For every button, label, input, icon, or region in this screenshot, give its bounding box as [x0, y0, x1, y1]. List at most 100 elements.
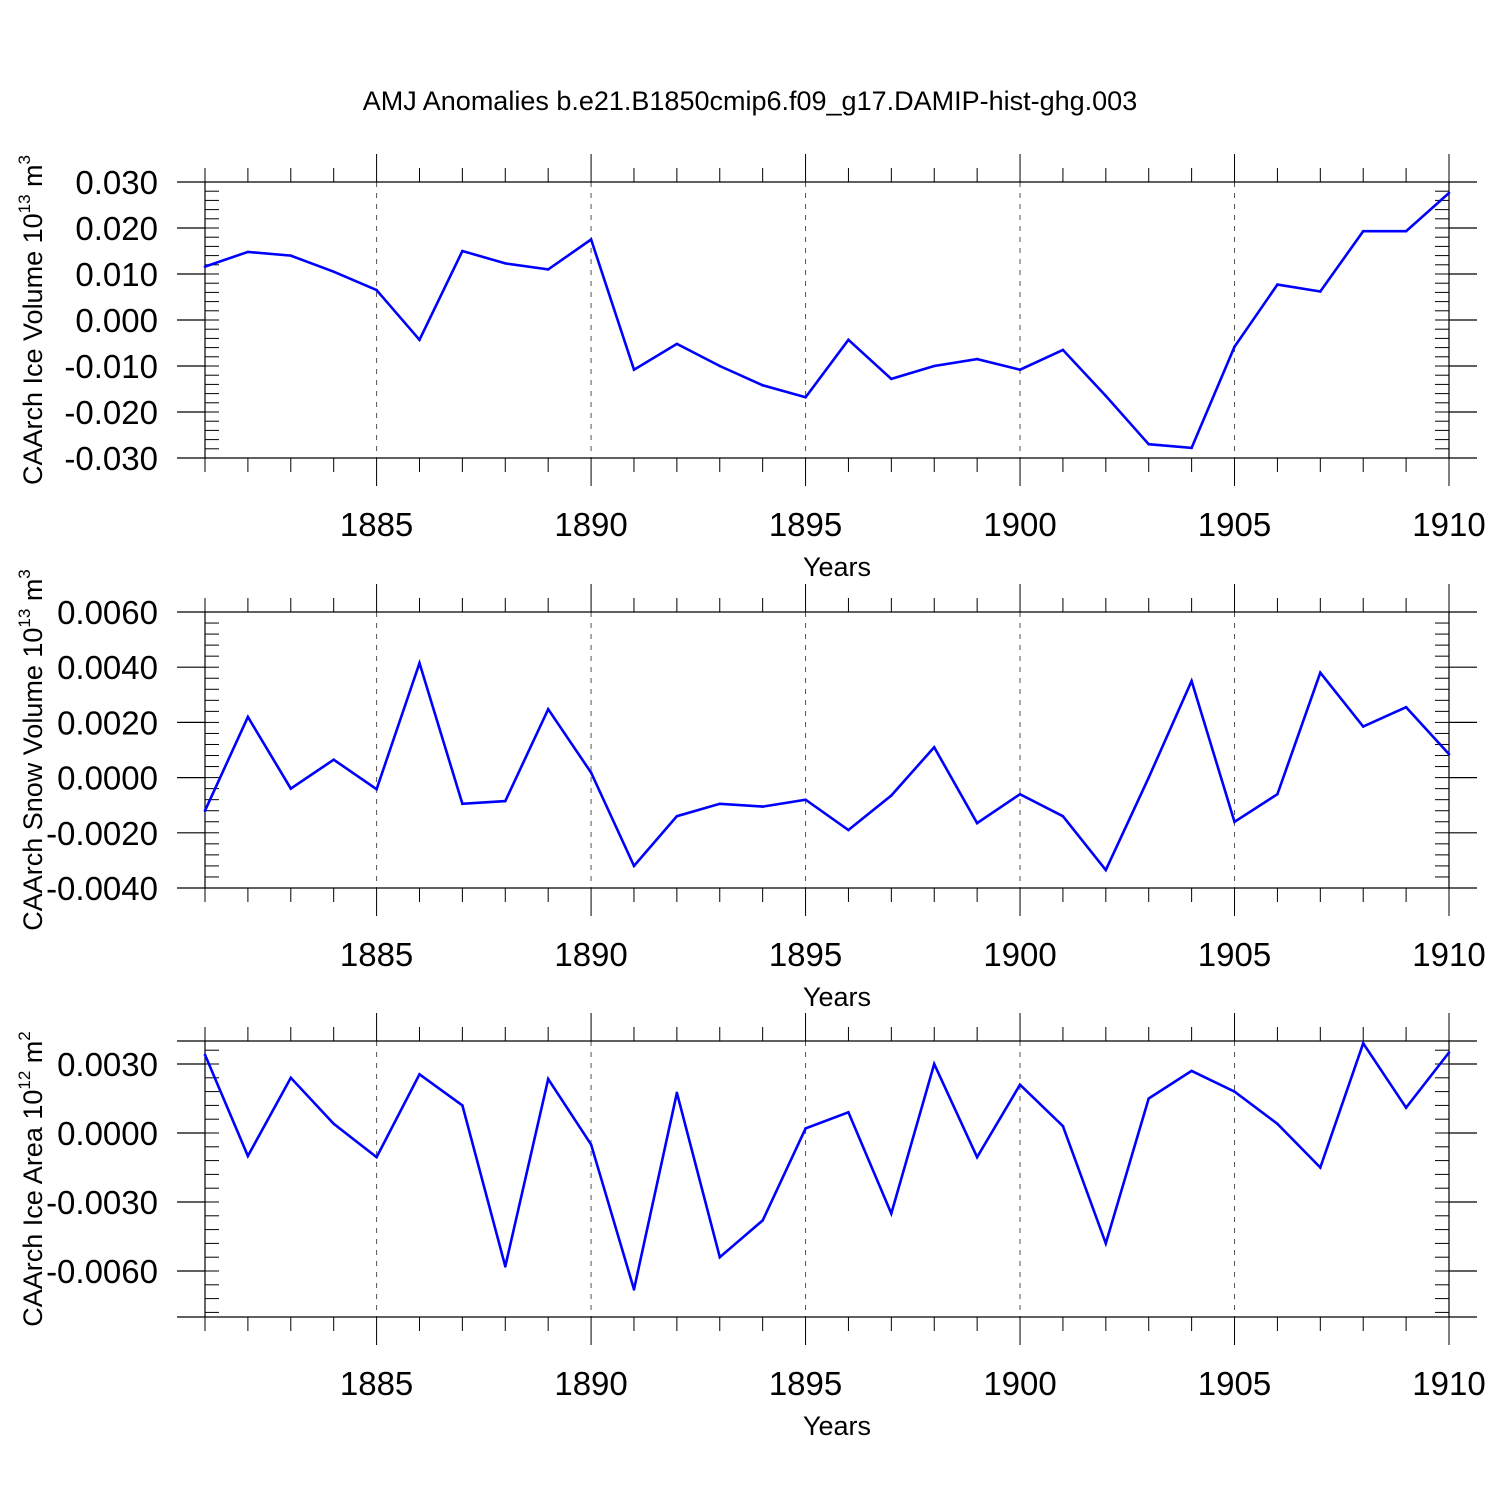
x-tick-label: 1905	[1198, 936, 1271, 973]
data-point	[1276, 283, 1279, 286]
y-tick-label: -0.0020	[46, 815, 158, 852]
y-tick-label: -0.030	[64, 440, 158, 477]
data-point	[932, 1062, 936, 1066]
x-tick-label: 1910	[1412, 936, 1485, 973]
data-point	[589, 771, 593, 774]
data-point	[418, 338, 421, 342]
data-point	[1361, 229, 1365, 233]
y-tick-label: 0.0000	[57, 1115, 158, 1152]
x-tick-label: 1905	[1198, 1365, 1271, 1402]
y-tick-label: 0.0000	[57, 760, 158, 797]
y-axis-label-unit-exponent: 3	[15, 569, 34, 578]
data-point	[1104, 394, 1108, 398]
data-point	[1233, 820, 1236, 824]
data-point	[1190, 1069, 1193, 1073]
data-point	[1061, 814, 1065, 818]
data-point	[375, 787, 378, 791]
data-point	[1404, 1106, 1408, 1109]
chart-panel-2: 0.0060 0.0040 0.0020 0.0000 -0.0020 -0.0040 18…	[15, 569, 1486, 1012]
data-point	[589, 238, 593, 241]
x-tick-label: 1905	[1198, 506, 1271, 543]
data-point	[847, 338, 850, 342]
data-point	[1319, 671, 1322, 675]
data-point	[203, 809, 207, 813]
data-point	[1276, 1122, 1279, 1126]
chart-title: AMJ Anomalies b.e21.B1850cmip6.f09_g17.D…	[363, 86, 1137, 116]
data-point	[1233, 1090, 1236, 1093]
data-point	[1404, 705, 1408, 709]
data-point	[718, 364, 722, 368]
data-point	[1018, 368, 1022, 371]
data-point	[1447, 1051, 1451, 1054]
data-point	[503, 262, 507, 265]
data-point	[418, 661, 421, 665]
data-point	[546, 268, 550, 271]
y-tick-label: 0.0020	[57, 704, 158, 741]
data-point	[1104, 1242, 1108, 1245]
data-point	[675, 342, 679, 346]
x-tick-label: 1910	[1412, 1365, 1485, 1402]
series-line	[203, 658, 1450, 873]
data-point	[804, 395, 807, 399]
data-point	[332, 1122, 335, 1126]
data-point	[503, 1265, 507, 1268]
data-point	[975, 821, 979, 825]
y-axis-label-unit: m	[18, 164, 48, 194]
x-axis-label: Years	[803, 552, 871, 582]
data-point	[1404, 229, 1408, 233]
x-tick-label: 1890	[554, 506, 627, 543]
y-axis-label: CAArch Ice Volume 1013 m3	[15, 155, 48, 485]
data-point	[1447, 191, 1451, 195]
y-tick-label: 0.0060	[57, 594, 158, 631]
data-point	[375, 288, 378, 292]
y-axis-label-exponent: 12	[15, 1071, 34, 1090]
data-point	[203, 265, 207, 268]
data-point	[1147, 442, 1151, 446]
x-tick-label: 1895	[769, 1365, 842, 1402]
data-point	[546, 1077, 550, 1081]
data-point	[890, 1212, 893, 1215]
data-point	[675, 1091, 679, 1095]
data-point	[804, 1127, 807, 1130]
data-point	[847, 828, 850, 832]
y-axis-label-exponent: 13	[15, 609, 34, 628]
data-point	[418, 1073, 421, 1076]
data-point	[718, 1255, 722, 1259]
x-tick-label: 1895	[769, 936, 842, 973]
data-point	[1361, 1042, 1365, 1045]
data-point	[718, 802, 722, 806]
x-tick-label: 1900	[983, 506, 1056, 543]
data-point	[332, 270, 335, 274]
chart-panels: 0.030 0.020 0.010 0.000 -0.010 -0.020 -0.030 18…	[15, 154, 1486, 1441]
data-point	[1190, 446, 1193, 450]
data-point	[246, 1154, 250, 1158]
data-point	[975, 357, 979, 361]
data-point	[246, 715, 250, 719]
y-axis-label-unit: m	[18, 579, 48, 609]
x-tick-label: 1885	[340, 1365, 413, 1402]
data-point	[461, 802, 464, 806]
data-point	[332, 758, 335, 761]
data-point	[203, 1053, 207, 1057]
data-point	[1319, 1166, 1322, 1169]
data-point	[375, 1155, 378, 1159]
x-tick-label: 1890	[554, 936, 627, 973]
data-point	[975, 1155, 979, 1159]
data-point	[932, 745, 936, 749]
data-point	[546, 707, 550, 711]
data-point	[461, 249, 464, 253]
y-tick-label: -0.020	[64, 394, 158, 431]
chart-panel-1: 0.030 0.020 0.010 0.000 -0.010 -0.020 -0.030 18…	[15, 154, 1486, 582]
data-point	[1061, 348, 1065, 352]
data-point	[503, 799, 507, 803]
y-tick-label: -0.0030	[46, 1184, 158, 1221]
y-axis-label-main: CAArch Snow Volume 10	[18, 628, 48, 931]
series-line	[203, 1040, 1451, 1290]
data-point	[289, 787, 293, 790]
x-tick-label: 1900	[983, 1365, 1056, 1402]
y-tick-label: -0.0040	[46, 870, 158, 907]
x-axis-label: Years	[803, 1411, 871, 1441]
data-point	[1276, 792, 1279, 796]
data-point	[1319, 290, 1322, 293]
data-point	[1018, 1083, 1022, 1086]
